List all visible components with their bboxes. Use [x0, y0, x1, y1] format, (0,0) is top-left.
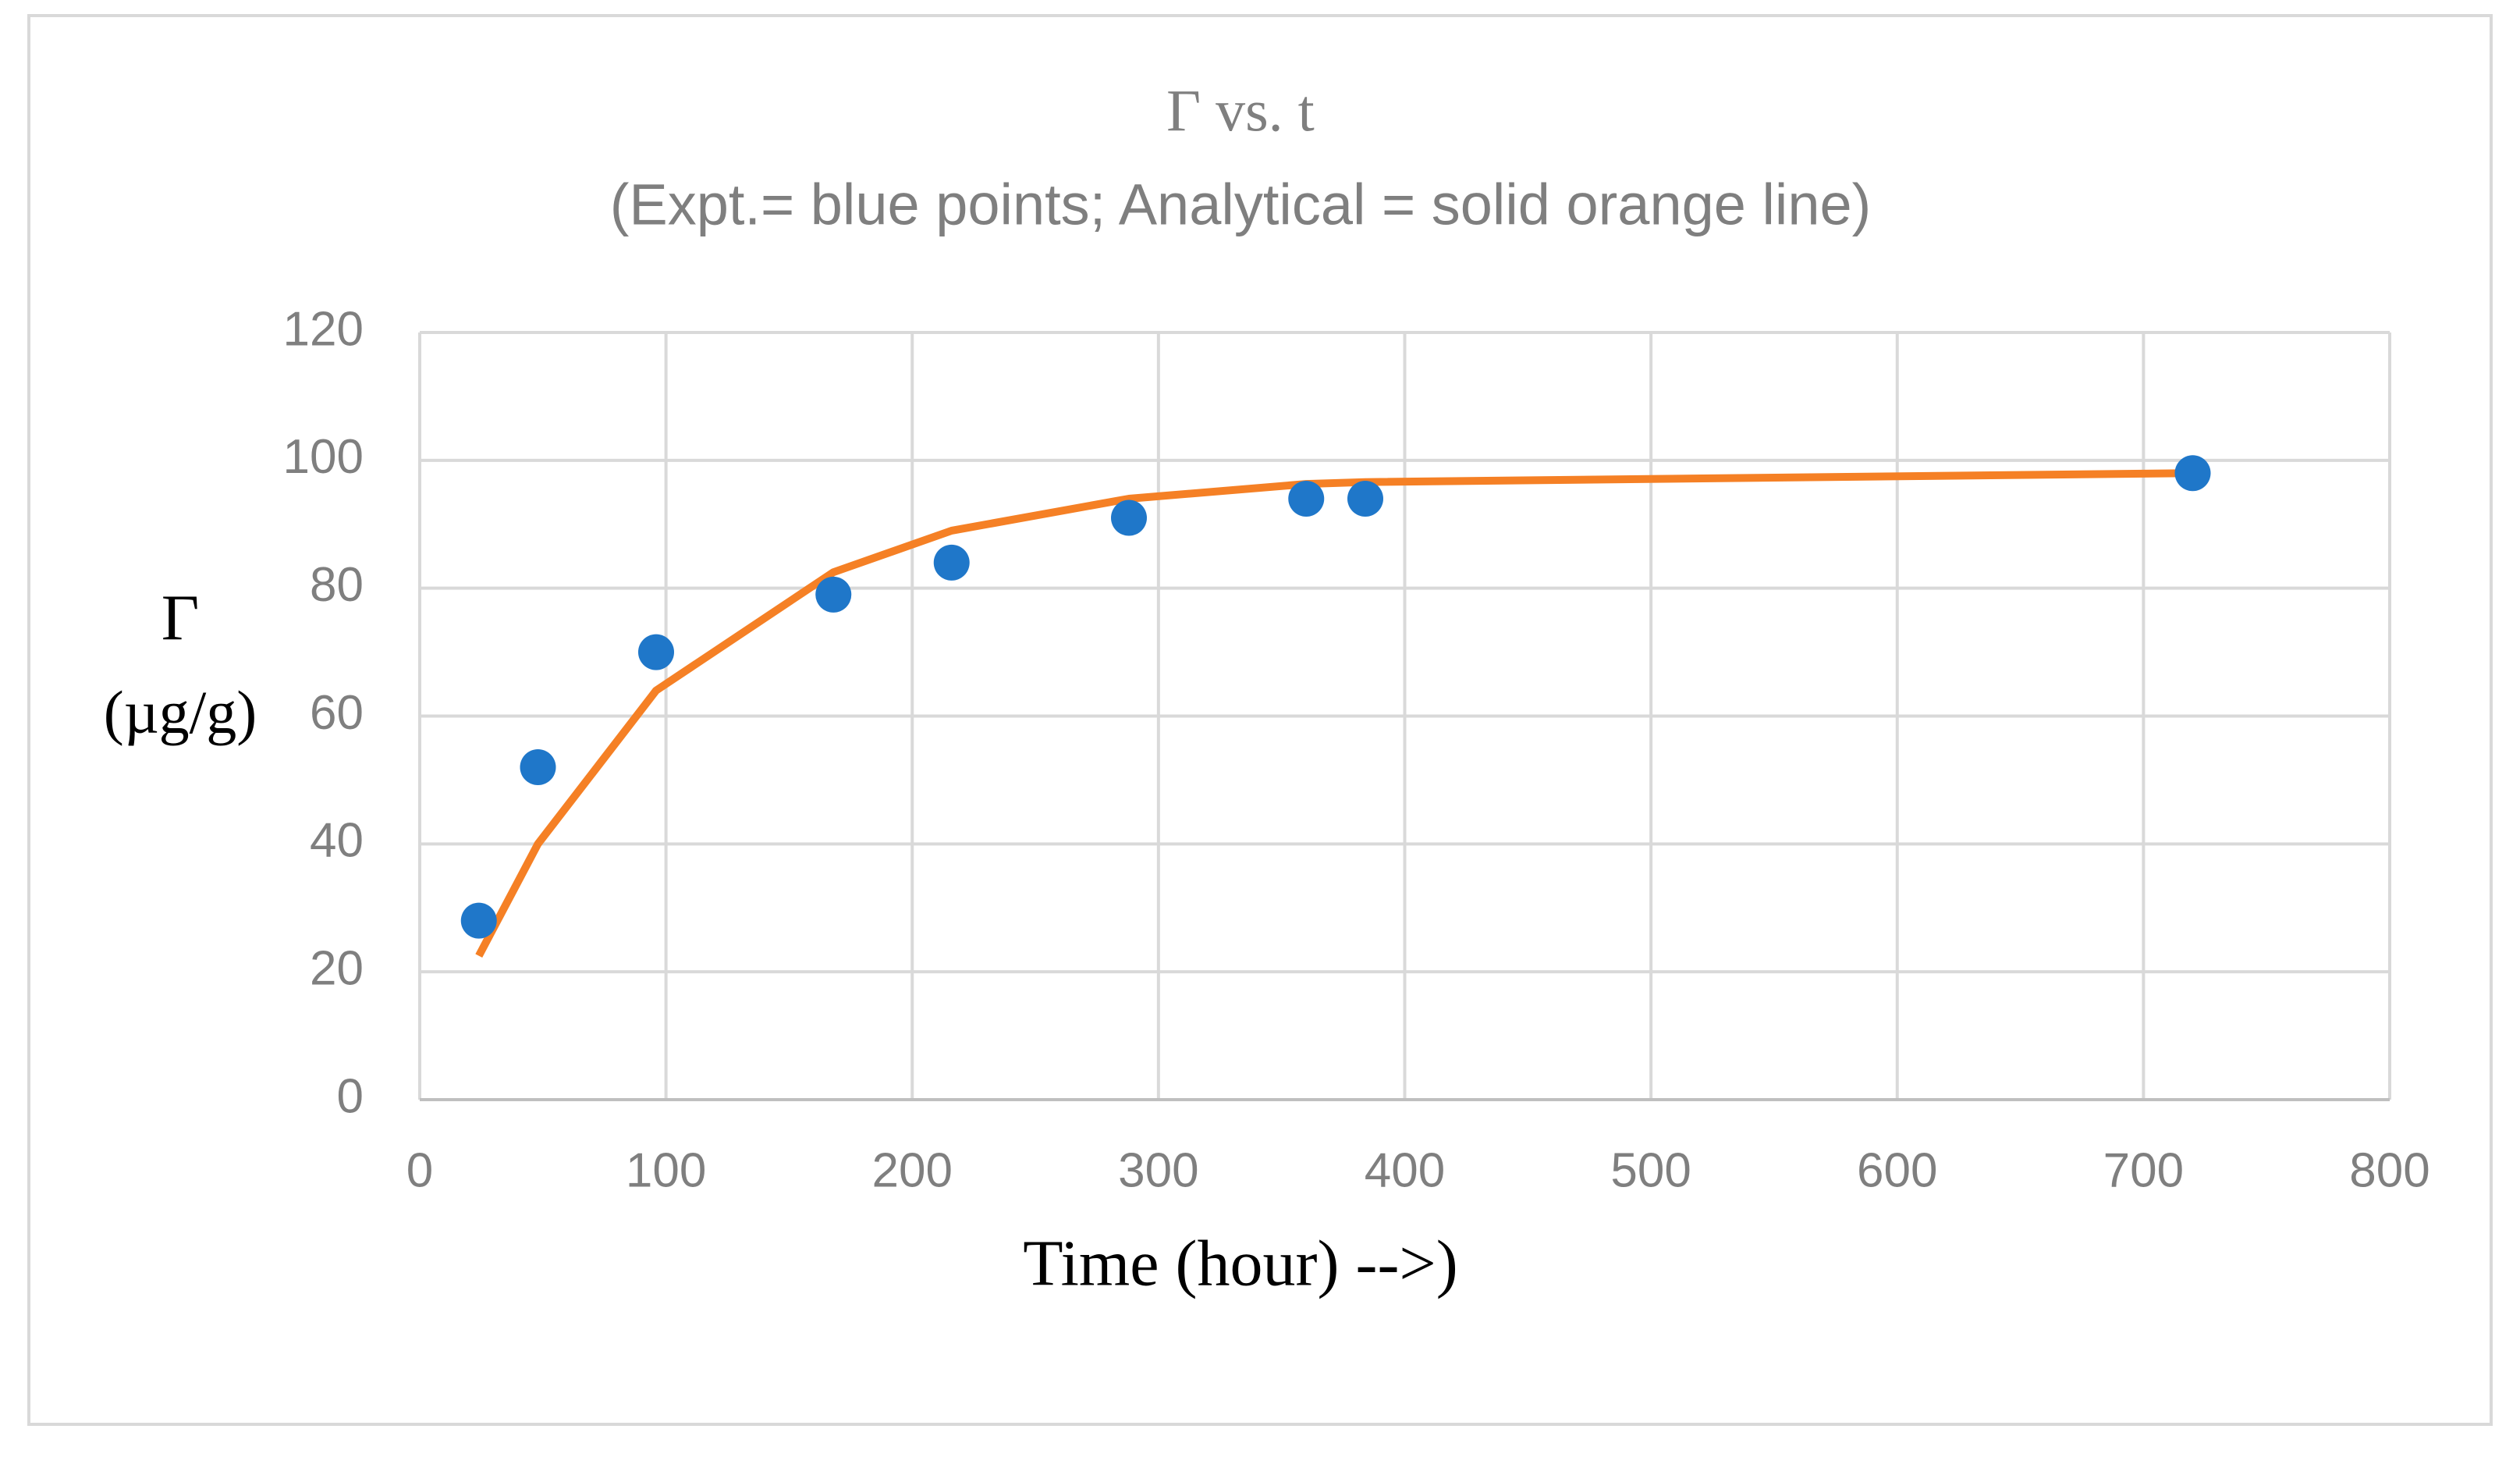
- y-tick-label: 80: [310, 558, 364, 612]
- data-point: [1111, 499, 1147, 536]
- data-point: [460, 902, 497, 939]
- x-tick-label: 200: [872, 1143, 953, 1197]
- data-point: [933, 544, 970, 581]
- data-point: [638, 634, 674, 670]
- x-axis-label: Time (hour) -->): [1023, 1227, 1458, 1299]
- data-point: [815, 576, 852, 613]
- y-tick-label: 100: [283, 430, 364, 484]
- y-axis-label: Γ: [161, 581, 200, 654]
- x-tick-label: 400: [1365, 1143, 1445, 1197]
- x-tick-label: 500: [1610, 1143, 1691, 1197]
- x-tick-label: 700: [2103, 1143, 2184, 1197]
- y-tick-label: 40: [310, 814, 364, 868]
- y-tick-label: 20: [310, 942, 364, 996]
- data-point: [2174, 455, 2211, 492]
- x-tick-label: 0: [406, 1143, 433, 1197]
- y-axis-label: (µg/g): [104, 678, 257, 746]
- x-tick-label: 300: [1118, 1143, 1198, 1197]
- y-tick-label: 0: [337, 1069, 364, 1123]
- data-point: [1347, 480, 1383, 517]
- data-point: [1288, 480, 1325, 517]
- x-tick-label: 600: [1857, 1143, 1937, 1197]
- chart-title: Γ vs. t: [1166, 78, 1315, 144]
- x-tick-label: 100: [626, 1143, 706, 1197]
- data-line: [475, 469, 2193, 958]
- y-tick-label: 120: [283, 302, 364, 356]
- chart-subtitle: (Expt.= blue points; Analytical = solid …: [610, 172, 1872, 237]
- x-tick-label: 800: [2349, 1143, 2429, 1197]
- y-tick-label: 60: [310, 686, 364, 740]
- chart-frame: [27, 14, 2493, 1426]
- data-point: [520, 749, 556, 786]
